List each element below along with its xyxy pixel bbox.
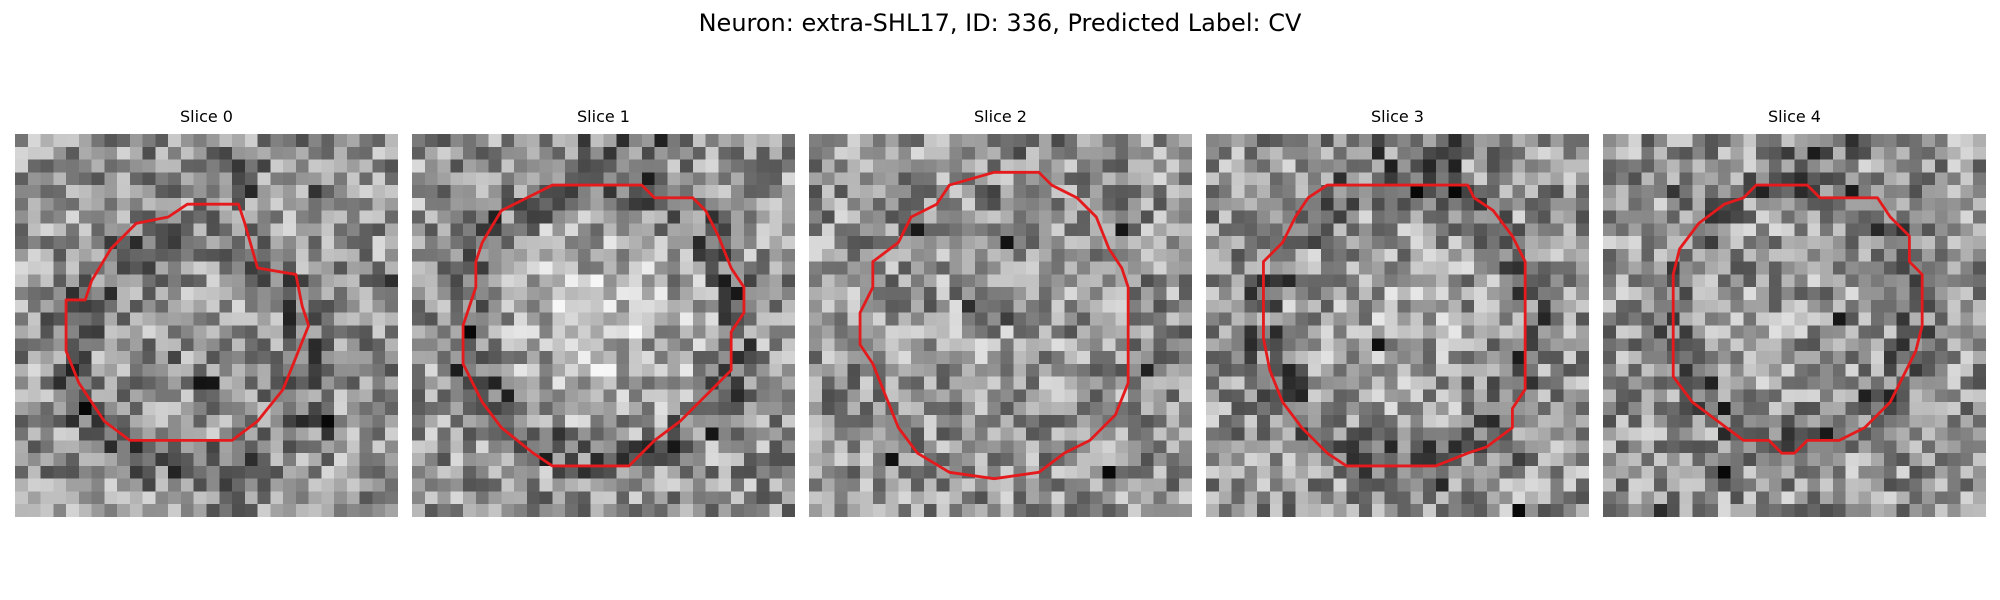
slice-image: [1206, 134, 1589, 517]
segmentation-contour: [858, 170, 1130, 481]
slice-title: Slice 0: [180, 107, 233, 126]
slice-title: Slice 2: [974, 107, 1027, 126]
micrograph-pixels: [15, 134, 398, 517]
slice-panel-2: Slice 2: [809, 106, 1192, 517]
segmentation-contour: [1671, 183, 1924, 455]
slice-title: Slice 1: [577, 107, 630, 126]
segmentation-contour: [461, 183, 746, 468]
slice-image: [1603, 134, 1986, 517]
slice-image: [15, 134, 398, 517]
micrograph-pixels: [1206, 134, 1589, 517]
figure-title: Neuron: extra-SHL17, ID: 336, Predicted …: [698, 9, 1302, 37]
slice-title: Slice 3: [1371, 107, 1424, 126]
micrograph-pixels: [809, 134, 1192, 517]
slice-image: [809, 134, 1192, 517]
micrograph-pixels: [412, 134, 795, 517]
slice-panel-3: Slice 3: [1206, 106, 1589, 517]
slice-panel-1: Slice 1: [412, 106, 795, 517]
slice-image: [412, 134, 795, 517]
segmentation-contour: [1262, 183, 1527, 468]
slice-panel-0: Slice 0: [15, 106, 398, 517]
slice-title: Slice 4: [1768, 107, 1821, 126]
segmentation-contour: [64, 202, 311, 442]
slice-panel-4: Slice 4: [1603, 106, 1986, 517]
micrograph-pixels: [1603, 134, 1986, 517]
